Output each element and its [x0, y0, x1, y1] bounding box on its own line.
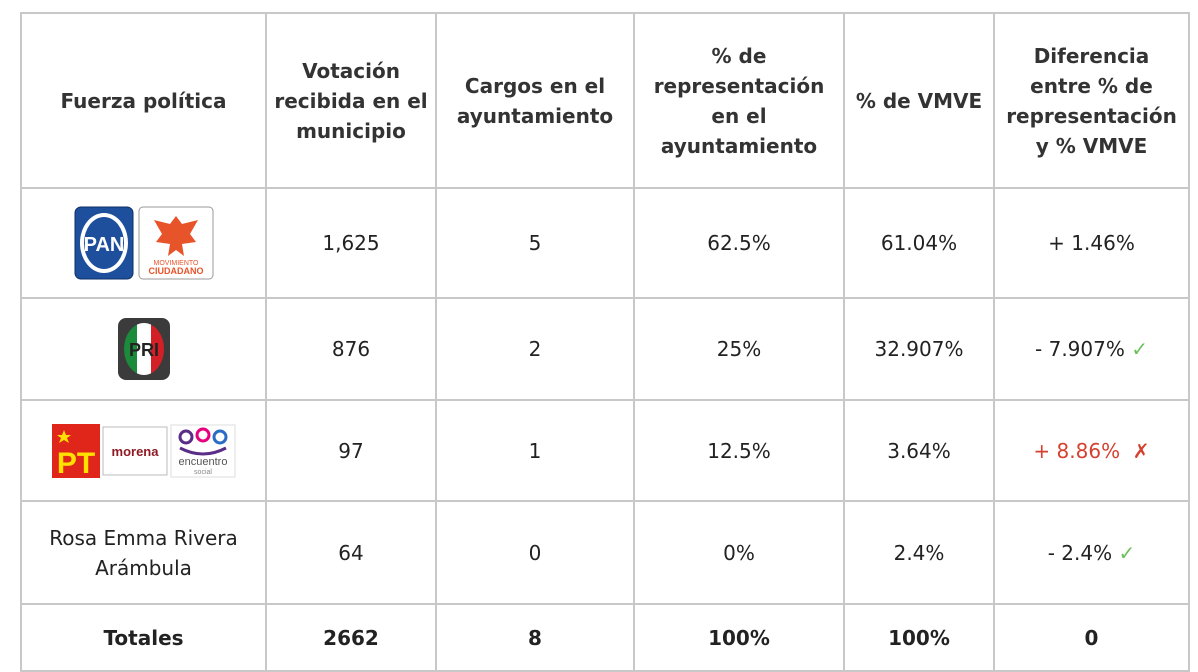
row: PAN MOVIMIENTO CIUDADANO 1,625 5 62.5% 6…	[20, 187, 1190, 299]
totals-row: Totales 2662 8 100% 100% 0	[20, 603, 1190, 672]
diff: + 1.46%	[1048, 231, 1135, 255]
diff: - 2.4%	[1047, 540, 1113, 565]
logo-text: PAN	[83, 234, 124, 256]
status: ✗	[1132, 438, 1150, 463]
cell: 97	[265, 399, 437, 502]
cell: 64	[265, 500, 437, 605]
logo-text: encuentro	[178, 456, 227, 468]
header-cell: % de representación en el ayuntamiento	[633, 12, 845, 189]
es-logo: encuentro social	[170, 424, 235, 477]
logo-text: PT	[56, 447, 94, 478]
logo-text: MOVIMIENTO	[153, 260, 199, 267]
header-cell: Diferencia entre % de representación y %…	[993, 12, 1190, 189]
cell: 0	[993, 603, 1190, 672]
diff: - 7.907%	[1035, 337, 1125, 361]
header-cell: Fuerza política	[20, 12, 267, 189]
logo-text: CIUDADANO	[148, 266, 203, 276]
header-cell: Votación recibida en el municipio	[265, 12, 437, 189]
logo-text: morena	[111, 444, 159, 459]
cell: 61.04%	[843, 187, 995, 299]
party-cell: PAN MOVIMIENTO CIUDADANO	[20, 187, 267, 299]
status: ✓	[1118, 540, 1136, 565]
results-table: Fuerza política Votación recibida en el …	[20, 12, 1190, 672]
cell: 1,625	[265, 187, 437, 299]
logo-text: social	[194, 469, 212, 476]
header-cell: Cargos en el ayuntamiento	[435, 12, 635, 189]
pan-logo: PAN	[74, 206, 133, 280]
diff-cell: - 7.907% ✓	[993, 297, 1190, 401]
mc-logo: MOVIMIENTO CIUDADANO	[138, 206, 213, 280]
pt-logo: PT	[51, 423, 100, 478]
cell: 2662	[265, 603, 437, 672]
diff-cell: + 1.46%	[993, 187, 1190, 299]
diff-cell: + 8.86% ✗	[993, 399, 1190, 502]
cell: 12.5%	[633, 399, 845, 502]
diff: + 8.86%	[1033, 438, 1121, 463]
cell: 5	[435, 187, 635, 299]
cell: Totales	[20, 603, 267, 672]
cell: 8	[435, 603, 635, 672]
diff-cell: - 2.4% ✓	[993, 500, 1190, 605]
row: PT morena encuentro social 97 1 12.5% 3.…	[20, 399, 1190, 502]
party-cell: Rosa Emma Rivera Arámbula	[20, 500, 267, 605]
row: Rosa Emma Rivera Arámbula 64 0 0% 2.4% -…	[20, 500, 1190, 605]
party-cell: PRI	[20, 297, 267, 401]
header-cell: % de VMVE	[843, 12, 995, 189]
morena-logo: morena	[102, 426, 167, 475]
cell: 100%	[633, 603, 845, 672]
logo-text: PRI	[128, 340, 158, 360]
cell: 2	[435, 297, 635, 401]
cell: 0%	[633, 500, 845, 605]
cell: 3.64%	[843, 399, 995, 502]
cell: 100%	[843, 603, 995, 672]
party-cell: PT morena encuentro social	[20, 399, 267, 502]
cell: 62.5%	[633, 187, 845, 299]
cell: 1	[435, 399, 635, 502]
cell: 32.907%	[843, 297, 995, 401]
cell: 25%	[633, 297, 845, 401]
status: ✓	[1131, 337, 1148, 361]
row: PRI 876 2 25% 32.907% - 7.907% ✓	[20, 297, 1190, 401]
header-row: Fuerza política Votación recibida en el …	[20, 12, 1190, 189]
cell: 876	[265, 297, 437, 401]
pri-logo: PRI	[117, 318, 170, 380]
cell: 2.4%	[843, 500, 995, 605]
cell: 0	[435, 500, 635, 605]
